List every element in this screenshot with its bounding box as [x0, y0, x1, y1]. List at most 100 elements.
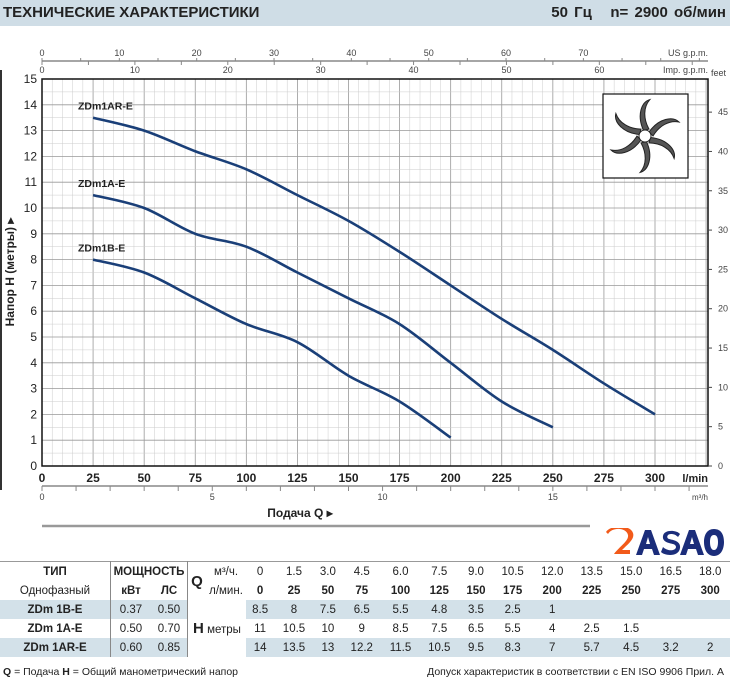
pump-curve-chart: 0123456789101112131415051015202530354045…	[0, 48, 728, 528]
x-tick-label: 175	[390, 471, 410, 485]
impgpm-tick-label: 0	[39, 65, 44, 75]
usgpm-tick-label: 10	[114, 48, 124, 58]
x-tick-label: 150	[338, 471, 358, 485]
head-value	[611, 600, 651, 619]
y-axis-label: Напор H (метры) ▸	[3, 217, 17, 327]
y-tick-label: 15	[24, 72, 38, 86]
head-value: 13.5	[274, 638, 314, 657]
x-tick-label: 125	[287, 471, 307, 485]
y-tick-label: 7	[30, 278, 37, 292]
lmin-value: 125	[429, 584, 449, 597]
head-value: 8.5	[246, 600, 275, 619]
logo-letter-a2	[680, 530, 704, 555]
m3h-value: 16.5	[659, 565, 682, 578]
m3h-value: 13.5	[580, 565, 603, 578]
curve-ZDm1B-E	[92, 258, 452, 439]
lmin-value: 75	[355, 584, 369, 597]
x-tick-label: 250	[543, 471, 563, 485]
feet-tick-label: 30	[718, 225, 728, 235]
head-value: 2	[690, 638, 730, 657]
speed: n= 2900 об/мин	[610, 4, 726, 21]
m3h-value: 12.0	[540, 565, 564, 578]
x-unit: l/min	[682, 473, 708, 485]
head-value: 4.5	[611, 638, 651, 657]
model: ZDm 1AR-E	[0, 638, 111, 657]
lmin-value: 150	[466, 584, 486, 597]
head-value: 1	[532, 600, 572, 619]
head-value: 4	[548, 622, 556, 635]
head-value: 6.5	[467, 622, 484, 635]
y-tick-label: 11	[25, 175, 38, 189]
table-row: ZDm 1B-E 0.37 0.50 H метры 8.5 8 7.5 6.5 5.5 4.8 3…	[0, 600, 730, 657]
table-row: ZDm 1AR-E 0.60 0.85 14 13.5 13 12.2 11.5 10.5 9.5…	[0, 638, 730, 657]
lmin-value: 0	[256, 584, 264, 597]
lmin-value: 25	[287, 584, 301, 597]
x-tick-label: 100	[236, 471, 256, 485]
impgpm-tick-label: 30	[316, 65, 326, 75]
x-tick-label: 200	[441, 471, 461, 485]
head-value: 4.8	[419, 600, 460, 619]
usgpm-tick-label: 40	[346, 48, 356, 58]
y-tick-label: 3	[30, 382, 37, 396]
m3h-value: 10.5	[501, 565, 524, 578]
m3h-value: 3.0	[319, 565, 336, 578]
m3h-tick-label: 0	[39, 492, 44, 502]
head-value: 8	[274, 600, 314, 619]
y-tick-label: 6	[30, 304, 37, 318]
head-value: 14	[246, 638, 275, 657]
x-tick-label: 50	[137, 471, 151, 485]
head-value	[650, 600, 691, 619]
head-value: 2.5	[492, 600, 533, 619]
x-tick-label: 275	[594, 471, 614, 485]
head-value: 8.3	[492, 638, 533, 657]
head-value	[690, 619, 730, 638]
usgpm-tick-label: 20	[192, 48, 202, 58]
feet-tick-label: 5	[718, 422, 723, 432]
x-tick-label: 25	[86, 471, 100, 485]
usgpm-tick-label: 70	[578, 48, 588, 58]
head-value: 6.5	[341, 600, 382, 619]
head-value: 7	[532, 638, 572, 657]
lmin-value: 300	[700, 584, 720, 597]
model: ZDm 1B-E	[0, 600, 111, 619]
impgpm-tick-label: 40	[409, 65, 419, 75]
logo-letter-s	[661, 530, 681, 555]
usgpm-unit: US g.p.m.	[668, 48, 708, 58]
y-tick-label: 0	[30, 459, 37, 473]
feet-tick-label: 20	[718, 304, 728, 314]
power-header: МОЩНОСТЬ	[110, 561, 188, 581]
feet-tick-label: 10	[718, 382, 728, 392]
impeller-hub	[638, 129, 652, 143]
head-value: 3.2	[650, 638, 691, 657]
m3h-tick-label: 10	[378, 492, 388, 502]
head-value: 13	[313, 638, 342, 657]
m3h-label: м³/ч.	[213, 565, 239, 578]
y-tick-label: 1	[30, 433, 37, 447]
curve-ZDm1AR-E	[92, 116, 656, 416]
feet-tick-label: 45	[718, 107, 728, 117]
curve-label: ZDm1B-E	[78, 243, 125, 255]
x-tick-label: 75	[189, 471, 203, 485]
type-header: ТИП	[43, 565, 67, 578]
impgpm-unit: Imp. g.p.m.	[663, 65, 708, 75]
frequency: 50 Гц	[551, 4, 592, 21]
lmin-value: 50	[321, 584, 335, 597]
page-title: ТЕХНИЧЕСКИЕ ХАРАКТЕРИСТИКИ	[3, 4, 260, 21]
y-tick-label: 5	[30, 330, 37, 344]
impeller-vane	[648, 118, 681, 137]
head-value: 10.5	[419, 638, 460, 657]
head-value: 9.5	[459, 638, 493, 657]
model: ZDm 1A-E	[27, 622, 83, 635]
curve-label: ZDm1AR-E	[78, 101, 133, 113]
head-value: 7.5	[313, 600, 342, 619]
y-tick-label: 14	[24, 98, 38, 112]
head-value: 7.5	[431, 622, 448, 635]
impgpm-tick-label: 20	[223, 65, 233, 75]
curve-label: ZDm1A-E	[78, 178, 125, 190]
usgpm-tick-label: 50	[424, 48, 434, 58]
lmin-value: 175	[503, 584, 523, 597]
usgpm-tick-label: 60	[501, 48, 511, 58]
head-value	[651, 619, 691, 638]
head-value	[571, 600, 612, 619]
